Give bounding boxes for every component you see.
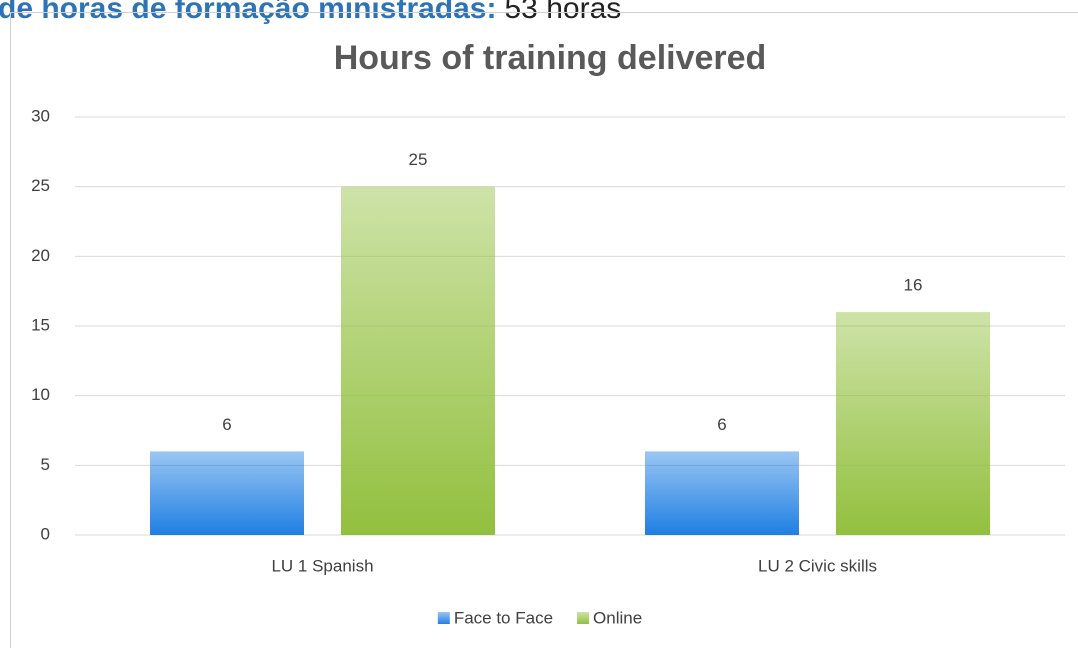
y-tick-label: 0: [41, 524, 50, 543]
y-tick-label: 25: [31, 176, 50, 195]
legend-swatch: [577, 612, 590, 624]
value-label: 6: [717, 415, 726, 434]
value-label: 6: [222, 415, 231, 434]
bar: [341, 186, 495, 535]
y-tick-label: 5: [41, 455, 50, 474]
y-tick-label: 15: [31, 315, 50, 334]
x-tick-label: LU 1 Spanish: [271, 556, 373, 575]
y-tick-label: 30: [31, 106, 50, 125]
value-label: 25: [409, 150, 428, 169]
bar: [150, 451, 304, 535]
chart-frame: [10, 12, 1078, 648]
bar: [836, 312, 990, 535]
y-tick-label: 20: [31, 246, 50, 265]
value-label: 16: [904, 276, 923, 295]
chart-title: Hours of training delivered: [334, 39, 767, 77]
bar: [645, 451, 799, 535]
y-tick-label: 10: [31, 385, 50, 404]
legend-label: Online: [593, 608, 642, 627]
legend: Face to Face Online: [437, 608, 642, 627]
legend-label: Face to Face: [454, 608, 553, 627]
x-tick-label: LU 2 Civic skills: [758, 556, 877, 575]
legend-swatch: [437, 612, 450, 624]
